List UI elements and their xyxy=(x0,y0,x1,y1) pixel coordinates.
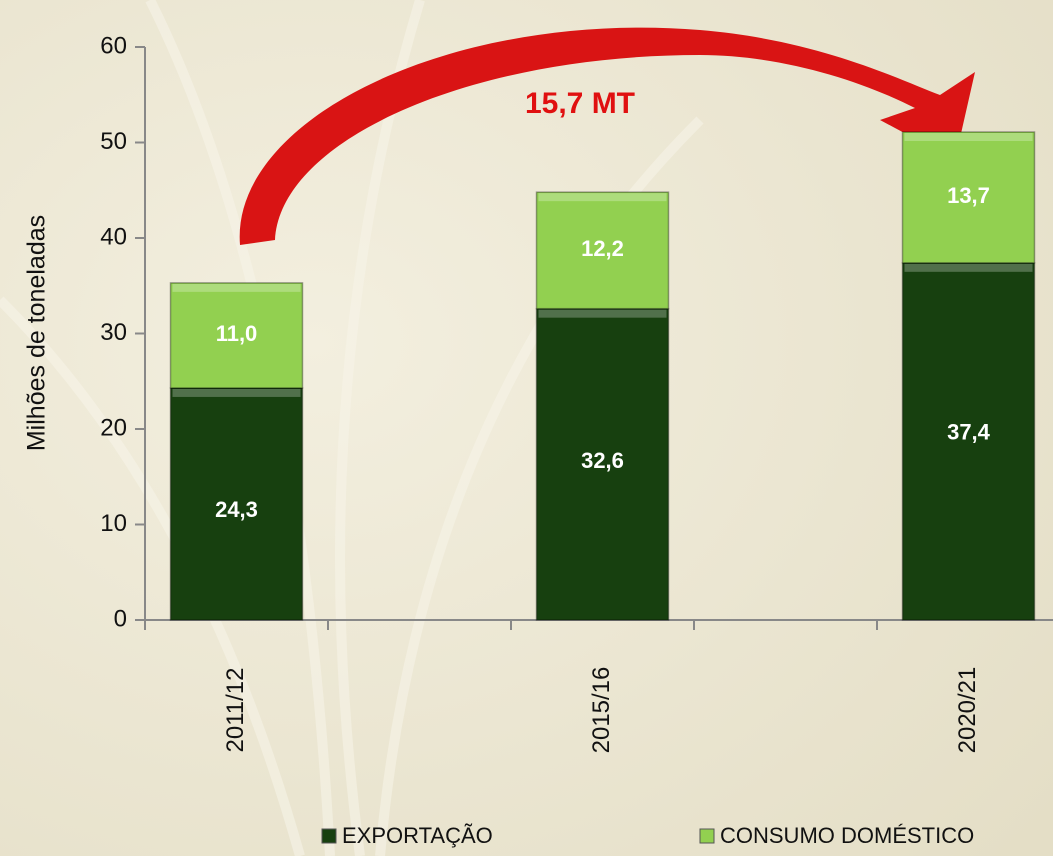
x-tick-label: 2015/16 xyxy=(588,667,615,754)
value-label: 11,0 xyxy=(216,321,258,346)
value-label: 12,2 xyxy=(581,236,624,261)
legend-swatch xyxy=(700,829,714,843)
value-label: 13,7 xyxy=(947,183,990,208)
value-label: 32,6 xyxy=(581,448,624,473)
bar-bevel xyxy=(539,193,667,201)
y-tick-label: 40 xyxy=(100,223,127,250)
bar-bevel xyxy=(905,264,1033,272)
chart: 15,7 MT Milhões de toneladas 0 10 20 30 40 50… xyxy=(0,0,1053,856)
annotation: 15,7 MT xyxy=(525,87,635,120)
y-tick-label: 20 xyxy=(100,414,127,441)
x-tick-label: 2011/12 xyxy=(222,668,249,753)
background xyxy=(0,0,1053,856)
y-tick-label: 50 xyxy=(100,128,127,155)
bar-bevel xyxy=(173,389,301,397)
y-axis-label: Milhões de toneladas xyxy=(23,215,51,451)
legend-label: CONSUMO DOMÉSTICO xyxy=(720,823,974,848)
value-label: 37,4 xyxy=(947,419,991,444)
x-tick-label: 2020/21 xyxy=(954,667,981,754)
value-label: 24,3 xyxy=(215,497,258,522)
legend-swatch xyxy=(322,829,336,843)
bar-bevel xyxy=(905,133,1033,141)
legend-label: EXPORTAÇÃO xyxy=(342,823,493,848)
bar-bevel xyxy=(173,284,301,292)
bar-bevel xyxy=(539,310,667,318)
y-tick-label: 60 xyxy=(100,32,127,59)
page: {"chart_data": {"type": "stacked-bar", "… xyxy=(0,0,1053,856)
y-tick-label: 30 xyxy=(100,319,127,346)
y-tick-label: 0 xyxy=(114,605,127,632)
y-tick-label: 10 xyxy=(100,510,127,537)
